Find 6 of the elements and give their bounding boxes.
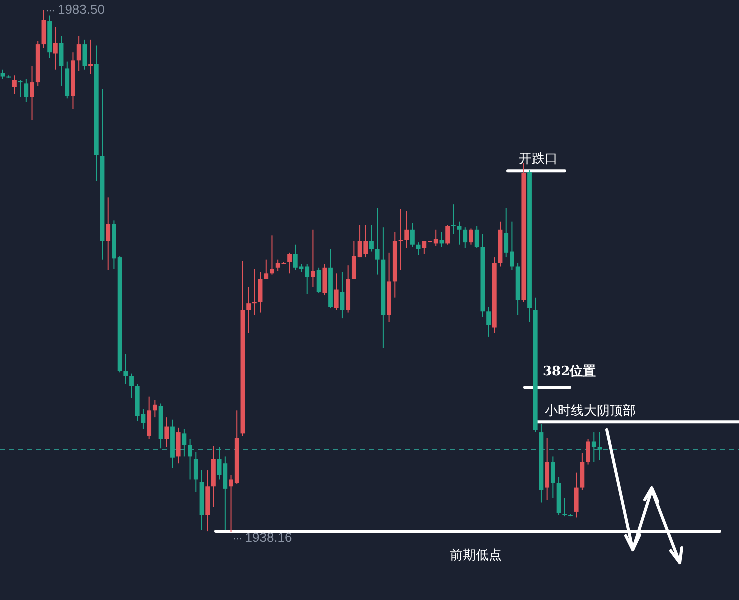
ref-line-label: 开跌口 <box>519 152 558 168</box>
annotation: 1938.16 <box>245 530 292 545</box>
annotation: 1983.50 <box>58 2 105 17</box>
ref-line-label: 小时线大阴顶部 <box>545 404 636 420</box>
ref-line-label: 382位置 <box>543 364 596 380</box>
ref-line-label: 前期低点 <box>450 548 502 564</box>
